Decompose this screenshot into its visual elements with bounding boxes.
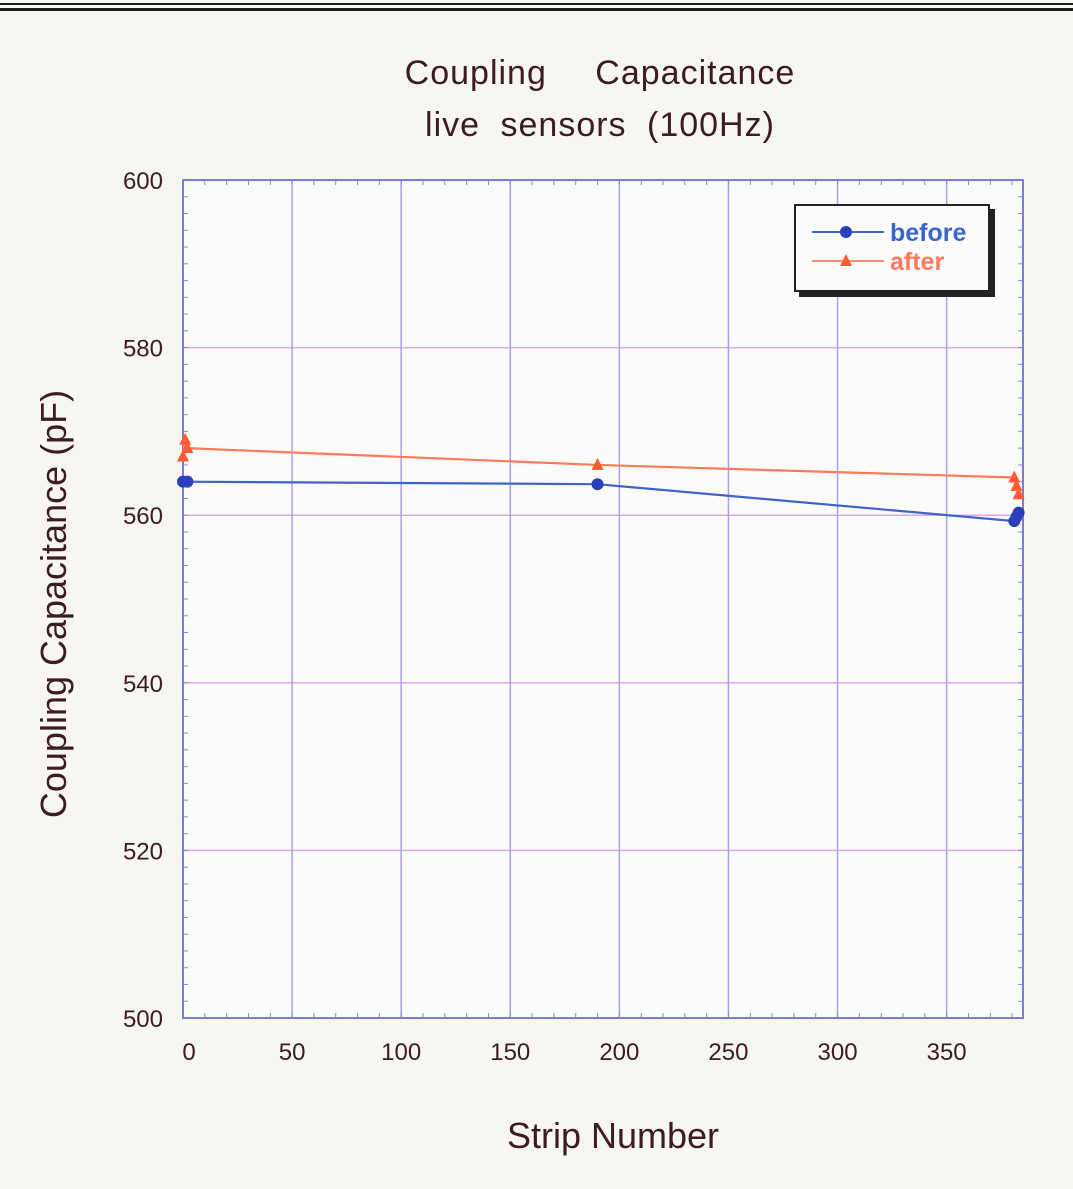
plot-area bbox=[183, 180, 1023, 1018]
data-point-after bbox=[1012, 487, 1025, 500]
chart-subtitle: live sensors (100Hz) bbox=[425, 106, 775, 144]
legend: before after bbox=[794, 204, 990, 292]
top-border-line-thick bbox=[0, 8, 1073, 11]
data-point-before bbox=[591, 478, 604, 491]
plot-frame bbox=[182, 179, 1024, 1019]
x-axis-label: Strip Number bbox=[506, 1115, 720, 1156]
legend-label-after: after bbox=[890, 248, 945, 276]
x-tick-label: 100 bbox=[381, 1039, 421, 1066]
legend-label-before: before bbox=[890, 219, 967, 247]
y-tick-label: 600 bbox=[123, 168, 163, 195]
data-point-after bbox=[591, 457, 604, 470]
data-point-after bbox=[1008, 470, 1021, 483]
y-tick-label: 580 bbox=[123, 336, 163, 363]
legend-marker-before bbox=[812, 226, 884, 238]
data-point-before bbox=[1012, 506, 1025, 519]
top-border-line bbox=[0, 3, 1073, 5]
x-tick-label: 150 bbox=[490, 1039, 530, 1066]
x-tick-label: 0 bbox=[182, 1039, 195, 1066]
legend-item-after: after bbox=[810, 247, 985, 276]
y-axis-label: Coupling Capacitance (pF) bbox=[33, 389, 74, 819]
y-tick-label: 500 bbox=[123, 1006, 163, 1033]
data-point-after bbox=[1010, 478, 1023, 491]
y-tick-label: 560 bbox=[123, 503, 163, 530]
data-point-before bbox=[181, 475, 194, 488]
data-point-after bbox=[181, 441, 194, 454]
x-tick-label: 250 bbox=[708, 1039, 748, 1066]
x-tick-label: 300 bbox=[818, 1039, 858, 1066]
legend-item-before: before bbox=[810, 218, 985, 247]
x-tick-label: 50 bbox=[279, 1039, 306, 1066]
y-tick-label: 540 bbox=[123, 671, 163, 698]
legend-marker-after bbox=[812, 254, 884, 266]
data-point-after bbox=[179, 432, 192, 445]
x-tick-label: 350 bbox=[927, 1039, 967, 1066]
y-tick-label: 520 bbox=[123, 838, 163, 865]
chart-title: Coupling Capacitance bbox=[404, 54, 796, 92]
data-point-after bbox=[177, 449, 189, 462]
x-tick-label: 200 bbox=[599, 1039, 639, 1066]
